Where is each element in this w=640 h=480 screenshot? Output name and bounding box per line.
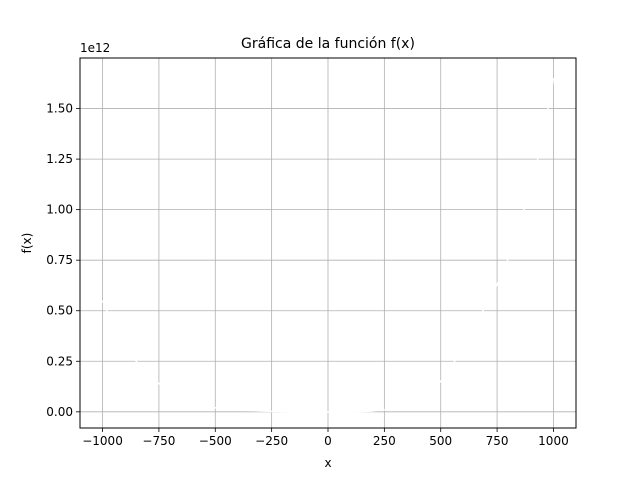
x-axis-title: x xyxy=(324,456,331,470)
y-tick-label: 1.00 xyxy=(46,203,73,217)
y-axis-title: f(x) xyxy=(20,233,34,254)
x-ticks: −1000 −750 −500 −250 0 250 500 750 1000 xyxy=(82,428,569,448)
x-tick-label: −750 xyxy=(142,434,175,448)
y-tick-label: 0.25 xyxy=(46,354,73,368)
x-tick-label: −1000 xyxy=(82,434,123,448)
x-tick-label: −250 xyxy=(255,434,288,448)
y-tick-label: 0.00 xyxy=(46,405,73,419)
series xyxy=(101,78,555,413)
chart-title: Gráfica de la función f(x) xyxy=(241,36,415,52)
x-tick-label: 750 xyxy=(486,434,509,448)
x-tick-label: 1000 xyxy=(538,434,569,448)
x-tick-label: 500 xyxy=(429,434,452,448)
x-tick-label: 0 xyxy=(324,434,332,448)
y-tick-label: 1.50 xyxy=(46,102,73,116)
y-offset-text: 1e12 xyxy=(80,41,110,55)
y-ticks: 0.00 0.25 0.50 0.75 1.00 1.25 1.50 xyxy=(46,102,80,419)
y-tick-label: 0.75 xyxy=(46,253,73,267)
x-tick-label: 250 xyxy=(373,434,396,448)
y-tick-label: 0.50 xyxy=(46,304,73,318)
x-tick-label: −500 xyxy=(199,434,232,448)
y-tick-label: 1.25 xyxy=(46,152,73,166)
grid xyxy=(80,58,576,428)
series-line-0 xyxy=(101,78,555,413)
